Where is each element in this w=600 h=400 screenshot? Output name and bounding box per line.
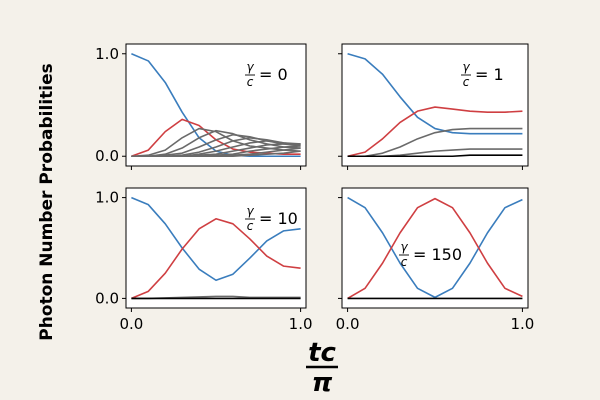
gamma-symbol: γ	[400, 240, 408, 254]
y-tick-label: 0.0	[95, 289, 119, 307]
series-line-2	[347, 197, 523, 300]
gamma-denominator: c	[463, 75, 470, 89]
plot-area	[126, 188, 306, 308]
x-label-numerator: tc	[308, 338, 336, 368]
x-tick-label: 0.0	[336, 315, 360, 333]
plot-frame	[125, 43, 307, 167]
y-axis-label: Photon Number Probabilities	[37, 63, 57, 341]
gamma-symbol: γ	[246, 204, 254, 218]
subplot-4: 0.0 1.0 γc = 150	[336, 187, 534, 333]
gamma-annotation: γc = 0	[245, 60, 288, 89]
gamma-value: = 1	[475, 65, 504, 84]
gamma-symbol: γ	[462, 60, 470, 74]
gamma-symbol: γ	[246, 60, 254, 74]
gamma-annotation: γc = 150	[399, 240, 462, 269]
x-label-denominator: π	[312, 368, 333, 398]
subplot-2: γc = 1	[338, 43, 529, 170]
series-line-11	[131, 150, 301, 158]
x-axis-label: tc π	[306, 338, 338, 398]
y-tick-label: 1.0	[95, 45, 119, 63]
plot-area	[342, 188, 528, 308]
subplot-3: 0.0 1.0 0.0 1.0 γc = 10	[95, 187, 313, 333]
plot-frame	[341, 187, 529, 309]
series-line-1	[347, 52, 523, 135]
gamma-value: = 150	[413, 245, 462, 264]
gamma-denominator: c	[401, 255, 408, 269]
gamma-denominator: c	[247, 75, 254, 89]
gamma-annotation: γc = 10	[245, 204, 298, 233]
y-tick-label: 0.0	[95, 147, 119, 165]
gamma-denominator: c	[247, 219, 254, 233]
series-line-1	[131, 196, 301, 282]
x-tick-label: 0.0	[119, 315, 143, 333]
subplot-1: 0.0 1.0 γc = 0	[95, 43, 307, 170]
y-tick-label: 1.0	[95, 189, 119, 207]
series-line-3	[347, 127, 523, 158]
series-line-1	[347, 196, 523, 299]
subplot-grid: 0.01.0γc = 0 γc = 10.01.00.0 1.0γc = 100.0 1.0…	[95, 43, 534, 333]
plot-frame	[125, 187, 307, 309]
series-line-5	[347, 154, 523, 158]
x-tick-label: 1.0	[289, 315, 313, 333]
gamma-annotation: γc = 1	[461, 60, 504, 89]
plot-frame	[341, 43, 529, 167]
gamma-value: = 10	[259, 209, 298, 228]
series-line-2	[131, 217, 301, 300]
x-tick-label: 1.0	[510, 315, 534, 333]
series-line-2	[347, 106, 523, 158]
gamma-value: = 0	[259, 65, 288, 84]
